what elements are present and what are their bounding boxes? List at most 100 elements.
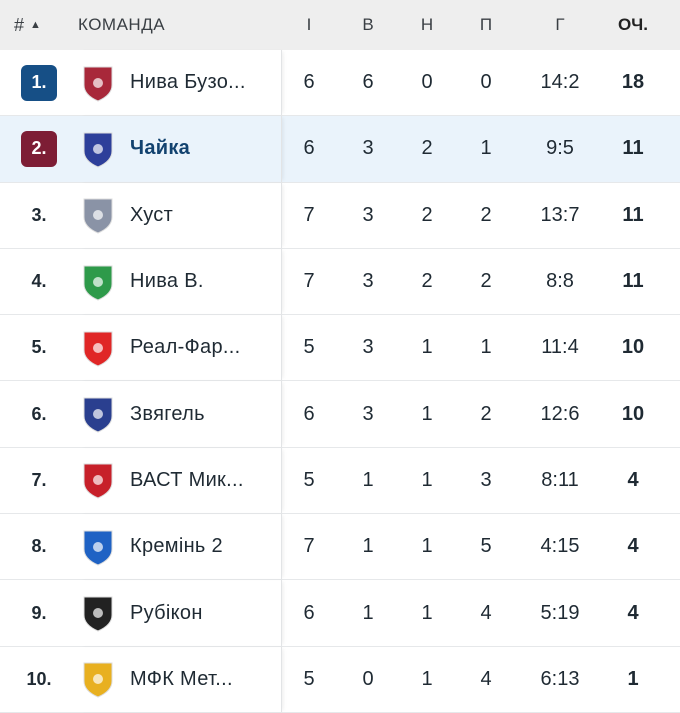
won: 0 xyxy=(362,667,374,690)
won: 3 xyxy=(362,270,374,293)
drawn: 0 xyxy=(421,71,433,94)
lost: 4 xyxy=(480,601,492,624)
won: 3 xyxy=(362,336,374,359)
table-row[interactable]: 7. ВАСТ Мик... 5 1 1 3 8:11 4 xyxy=(0,447,680,515)
team-header[interactable]: КОМАНДА xyxy=(78,15,166,34)
drawn: 1 xyxy=(421,336,433,359)
team-logo-icon xyxy=(78,394,118,434)
played: 7 xyxy=(303,535,315,558)
points: 10 xyxy=(621,402,645,425)
team-cell[interactable]: Нива Бузо... xyxy=(78,50,282,116)
rank-badge: 1. xyxy=(21,64,57,101)
goals: 11:4 xyxy=(541,336,579,359)
drawn: 2 xyxy=(421,137,433,160)
won-header[interactable]: В xyxy=(362,15,374,34)
team-logo-icon xyxy=(78,593,118,633)
lost: 2 xyxy=(480,270,492,293)
points: 11 xyxy=(622,137,644,160)
drawn: 2 xyxy=(421,203,433,226)
position-cell: 7. xyxy=(0,470,78,491)
team-cell[interactable]: Нива В. xyxy=(78,248,282,315)
position-cell: 5. xyxy=(0,337,78,358)
points: 18 xyxy=(621,71,645,94)
team-name: Чайка xyxy=(130,137,191,160)
points: 1 xyxy=(627,667,639,690)
table-row[interactable]: 2. Чайка 6 3 2 1 9:5 11 xyxy=(0,116,680,183)
table-row[interactable]: 9. Рубікон 6 1 1 4 5:19 4 xyxy=(0,580,680,647)
goals: 13:7 xyxy=(540,203,580,226)
points: 4 xyxy=(627,468,639,491)
drawn: 1 xyxy=(421,468,433,491)
points: 4 xyxy=(627,535,639,558)
won: 3 xyxy=(362,137,374,160)
rank: 10. xyxy=(26,668,52,689)
table-row[interactable]: 5. Реал-Фар... 5 3 1 1 11:4 10 xyxy=(0,315,680,382)
team-logo-icon xyxy=(78,63,118,103)
rank: 6. xyxy=(31,403,47,424)
lost: 5 xyxy=(480,535,492,558)
points: 4 xyxy=(627,601,639,624)
position-cell: 2. xyxy=(0,130,78,167)
played: 5 xyxy=(303,667,315,690)
played: 7 xyxy=(303,270,315,293)
team-logo-icon xyxy=(78,129,118,169)
lost: 2 xyxy=(480,402,492,425)
team-cell[interactable]: Рубікон xyxy=(78,580,282,646)
team-name: Звягель xyxy=(130,402,205,425)
team-cell[interactable]: Чайка xyxy=(78,116,282,182)
team-name: Кремінь 2 xyxy=(130,535,223,558)
position-cell: 10. xyxy=(0,669,78,690)
drawn: 2 xyxy=(421,270,433,293)
team-cell[interactable]: Реал-Фар... xyxy=(78,315,282,381)
sort-by-position[interactable]: # ▲ xyxy=(0,15,78,36)
team-name: Нива В. xyxy=(130,270,204,293)
played: 7 xyxy=(303,203,315,226)
table-row[interactable]: 3. Хуст 7 3 2 2 13:7 11 xyxy=(0,182,680,249)
goals: 14:2 xyxy=(540,71,580,94)
team-name: Хуст xyxy=(130,203,174,226)
points-header[interactable]: ОЧ. xyxy=(618,15,648,34)
goals: 8:11 xyxy=(541,468,579,491)
lost: 0 xyxy=(480,71,492,94)
rank: 9. xyxy=(31,602,47,623)
position-cell: 6. xyxy=(0,404,78,425)
team-cell[interactable]: Хуст xyxy=(78,182,282,248)
table-row[interactable]: 8. Кремінь 2 7 1 1 5 4:15 4 xyxy=(0,514,680,581)
goals: 12:6 xyxy=(540,402,580,425)
position-cell: 3. xyxy=(0,205,78,226)
team-cell[interactable]: ВАСТ Мик... xyxy=(78,447,282,514)
rank: 4. xyxy=(31,271,47,292)
team-cell[interactable]: МФК Мет... xyxy=(78,646,282,712)
triangle-up-icon: ▲ xyxy=(30,19,41,31)
lost-header[interactable]: П xyxy=(479,15,493,34)
position-cell: 9. xyxy=(0,603,78,624)
table-row[interactable]: 1. Нива Бузо... 6 6 0 0 14:2 18 xyxy=(0,50,680,117)
drawn: 1 xyxy=(421,667,433,690)
points: 11 xyxy=(622,203,644,226)
team-cell[interactable]: Кремінь 2 xyxy=(78,514,282,580)
position-header: # xyxy=(14,14,25,35)
drawn-header[interactable]: Н xyxy=(420,15,434,34)
table-row[interactable]: 4. Нива В. 7 3 2 2 8:8 11 xyxy=(0,248,680,316)
played-header[interactable]: І xyxy=(306,15,312,34)
table-header: # ▲ КОМАНДА І В Н П Г ОЧ. xyxy=(0,0,680,50)
table-row[interactable]: 10. МФК Мет... 5 0 1 4 6:13 1 xyxy=(0,646,680,713)
lost: 4 xyxy=(480,667,492,690)
position-cell: 1. xyxy=(0,64,78,101)
lost: 1 xyxy=(480,336,492,359)
played: 6 xyxy=(303,137,315,160)
played: 6 xyxy=(303,402,315,425)
team-logo-icon xyxy=(78,262,118,302)
rank: 7. xyxy=(31,469,47,490)
drawn: 1 xyxy=(421,535,433,558)
goals-header[interactable]: Г xyxy=(555,15,565,34)
rank: 5. xyxy=(31,337,47,358)
lost: 1 xyxy=(480,137,492,160)
lost: 3 xyxy=(480,468,492,491)
won: 3 xyxy=(362,203,374,226)
won: 6 xyxy=(362,71,374,94)
played: 5 xyxy=(303,336,315,359)
team-cell[interactable]: Звягель xyxy=(78,381,282,447)
rank-badge: 2. xyxy=(21,130,57,167)
table-row[interactable]: 6. Звягель 6 3 1 2 12:6 10 xyxy=(0,381,680,448)
